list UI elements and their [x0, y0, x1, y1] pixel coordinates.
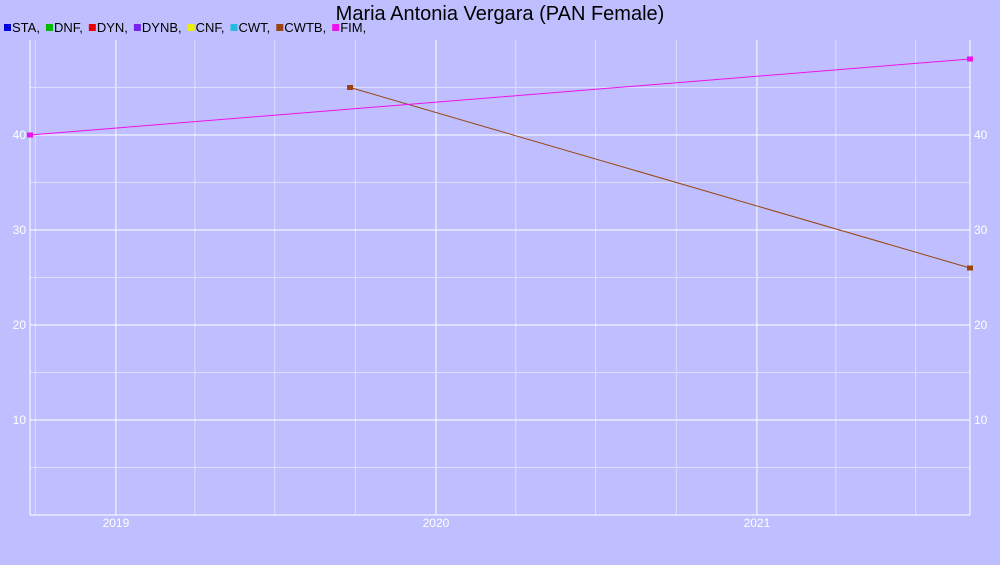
series-point-fim-0: [27, 132, 33, 138]
legend-swatch-4: [187, 24, 195, 31]
legend-swatch-0: [4, 24, 11, 31]
series-point-cwtb-1: [967, 265, 973, 271]
legend-swatch-7: [332, 24, 340, 31]
y-tick-label-right-3: 40: [974, 128, 988, 142]
grid: [30, 40, 970, 515]
legend-label-1: DNF,: [54, 20, 83, 35]
series-point-fim-1: [967, 56, 973, 62]
legend-swatch-3: [133, 24, 141, 31]
legend-label-7: FIM,: [340, 20, 366, 35]
legend-swatch-2: [88, 24, 96, 31]
legend-label-3: DYNB,: [142, 20, 182, 35]
legend-swatch-1: [45, 24, 53, 31]
y-tick-label-left-2: 30: [13, 223, 27, 237]
y-tick-label-right-1: 20: [974, 318, 988, 332]
legend-label-5: CWT,: [239, 20, 271, 35]
legend-label-6: CWTB,: [284, 20, 326, 35]
series-line-fim: [29, 58, 971, 136]
series-line-cwtb: [349, 87, 971, 269]
y-tick-label-left-1: 20: [13, 318, 27, 332]
y-tick-label-right-0: 10: [974, 413, 988, 427]
series-group: [27, 56, 973, 271]
legend: STA, DNF, DYN, DYNB, CNF, CWT, CWTB, FIM,: [4, 20, 366, 35]
legend-swatch-5: [230, 24, 238, 31]
chart-title: Maria Antonia Vergara (PAN Female): [336, 3, 665, 25]
y-tick-label-left-3: 40: [13, 128, 27, 142]
y-tick-label-left-0: 10: [13, 413, 27, 427]
x-tick-label-0: 2019: [103, 516, 130, 530]
x-tick-label-2: 2021: [744, 516, 771, 530]
y-tick-label-right-2: 30: [974, 223, 988, 237]
legend-label-0: STA,: [12, 20, 40, 35]
series-point-cwtb-0: [347, 85, 354, 90]
legend-swatch-6: [276, 24, 284, 31]
axes: [29, 40, 971, 516]
x-tick-label-1: 2020: [423, 516, 450, 530]
legend-label-4: CNF,: [196, 20, 225, 35]
legend-label-2: DYN,: [97, 20, 128, 35]
